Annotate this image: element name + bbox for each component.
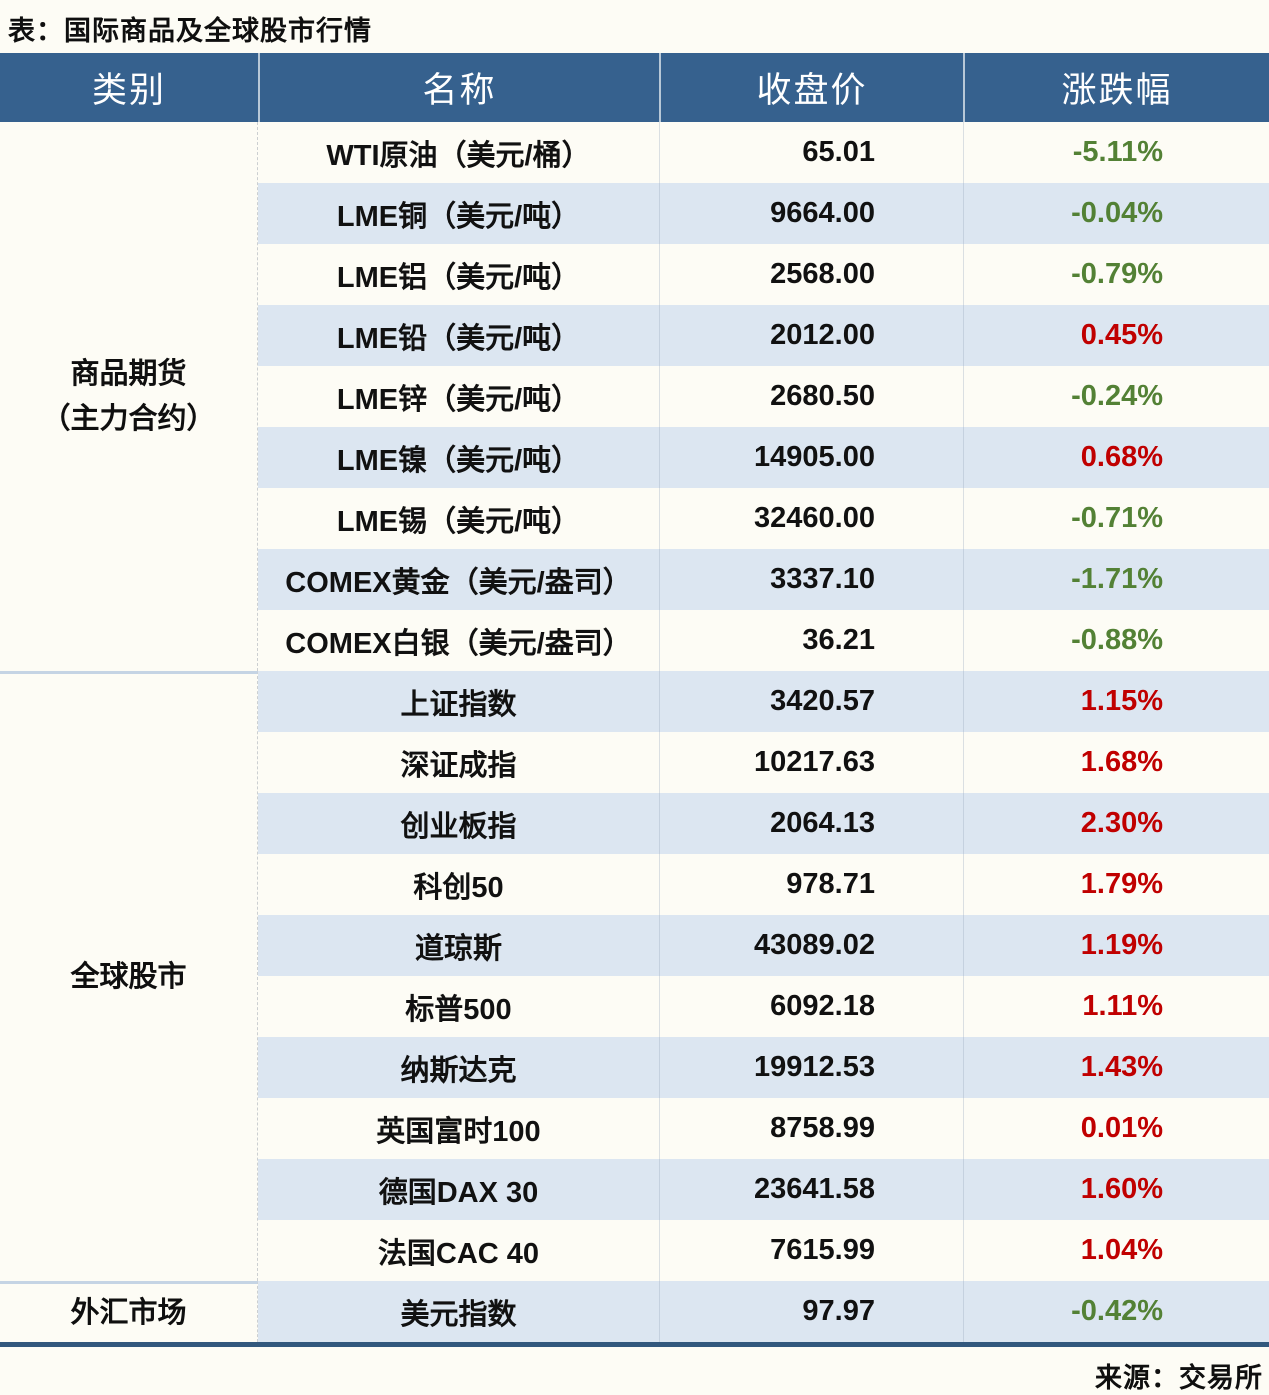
close-price-cell: 32460.00 <box>659 488 963 549</box>
close-price-cell: 3337.10 <box>659 549 963 610</box>
change-pct-cell: -1.71% <box>963 549 1269 610</box>
category-label: 商品期货 <box>70 357 187 390</box>
instrument-name-cell: 英国富时100 <box>376 1115 541 1148</box>
category-cell: 外汇市场 <box>0 1281 258 1342</box>
category-cell: 全球股市 <box>0 671 258 1281</box>
instrument-name-cell: 法国CAC 40 <box>377 1237 540 1270</box>
instrument-name-cell: LME锡（美元/吨） <box>336 505 581 538</box>
change-pct-cell: 0.45% <box>963 305 1269 366</box>
category-label: 全球股市 <box>70 961 187 994</box>
instrument-name-cell: LME镍（美元/吨） <box>258 427 659 488</box>
instrument-name-cell: 标普500 <box>405 993 512 1026</box>
instrument-name-cell: COMEX白银（美元/盎司） <box>285 627 632 660</box>
change-pct-cell: 0.01% <box>963 1098 1269 1159</box>
change-pct-cell: -0.24% <box>963 366 1269 427</box>
close-price-cell: 10217.63 <box>659 732 963 793</box>
instrument-name-cell: 德国DAX 30 <box>258 1159 659 1220</box>
change-pct-cell: -5.11% <box>963 122 1269 183</box>
close-price-cell: 19912.53 <box>659 1037 963 1098</box>
close-price-cell: 9664.00 <box>659 183 963 244</box>
close-price-cell: 2012.00 <box>659 305 963 366</box>
change-pct-cell: 0.68% <box>963 427 1269 488</box>
column-header-category: 类别 <box>91 71 166 110</box>
close-price-cell: 8758.99 <box>659 1098 963 1159</box>
change-pct-cell: -0.04% <box>963 183 1269 244</box>
category-cell: 商品期货 （主力合约） <box>0 122 258 671</box>
column-header-name: 名称 <box>258 53 659 122</box>
instrument-name-cell: 纳斯达克 <box>258 1037 659 1098</box>
instrument-name-cell: 道琼斯 <box>258 915 659 976</box>
instrument-name-cell: 上证指数 <box>258 671 659 732</box>
change-pct-cell: 1.43% <box>963 1037 1269 1098</box>
source-note: 来源：交易所 <box>1095 1363 1263 1393</box>
table-bottom-border <box>0 1342 1269 1347</box>
change-pct-cell: -0.88% <box>963 610 1269 671</box>
instrument-name-cell: 创业板指 <box>258 793 659 854</box>
column-header-close-price: 收盘价 <box>659 53 963 122</box>
instrument-name-cell: COMEX黄金（美元/盎司） <box>258 549 659 610</box>
close-price-cell: 43089.02 <box>659 915 963 976</box>
change-pct-cell: 2.30% <box>963 793 1269 854</box>
change-pct-cell: 1.19% <box>963 915 1269 976</box>
instrument-name-cell: 深证成指 <box>400 749 517 782</box>
change-pct-cell: -0.79% <box>963 244 1269 305</box>
close-price-cell: 14905.00 <box>659 427 963 488</box>
change-pct-cell: 1.60% <box>963 1159 1269 1220</box>
close-price-cell: 978.71 <box>659 854 963 915</box>
page-title: 表：国际商品及全球股市行情 <box>8 16 372 46</box>
close-price-cell: 36.21 <box>659 610 963 671</box>
close-price-cell: 2064.13 <box>659 793 963 854</box>
category-label: 外汇市场 <box>70 1296 187 1329</box>
change-pct-cell: 1.04% <box>963 1220 1269 1281</box>
category-label-line2: （主力合约） <box>41 402 216 435</box>
close-price-cell: 3420.57 <box>659 671 963 732</box>
instrument-name-cell: LME铅（美元/吨） <box>258 305 659 366</box>
close-price-cell: 2568.00 <box>659 244 963 305</box>
table-header-row: 类别 名称 收盘价 涨跌幅 <box>0 53 1269 122</box>
change-pct-cell: 1.68% <box>963 732 1269 793</box>
close-price-cell: 6092.18 <box>659 976 963 1037</box>
close-price-cell: 23641.58 <box>659 1159 963 1220</box>
change-pct-cell: -0.71% <box>963 488 1269 549</box>
instrument-name-cell: LME锌（美元/吨） <box>336 383 581 416</box>
change-pct-cell: 1.15% <box>963 671 1269 732</box>
change-pct-cell: 1.11% <box>963 976 1269 1037</box>
instrument-name-cell: WTI原油（美元/桶） <box>326 139 591 172</box>
column-header-change-pct: 涨跌幅 <box>963 53 1269 122</box>
instrument-name-cell: 科创50 <box>413 871 504 904</box>
close-price-cell: 7615.99 <box>659 1220 963 1281</box>
change-pct-cell: -0.42% <box>963 1281 1269 1342</box>
change-pct-cell: 1.79% <box>963 854 1269 915</box>
market-table: 类别 名称 收盘价 涨跌幅 商品期货 （主力合约） WTI原油（美元/桶） 65.01… <box>0 53 1269 1347</box>
instrument-name-cell: LME铜（美元/吨） <box>258 183 659 244</box>
instrument-name-cell: LME铝（美元/吨） <box>336 261 581 294</box>
close-price-cell: 2680.50 <box>659 366 963 427</box>
close-price-cell: 65.01 <box>659 122 963 183</box>
instrument-name-cell: 美元指数 <box>258 1281 659 1342</box>
table-body: 商品期货 （主力合约） WTI原油（美元/桶） 65.01 -5.11% LME铜（美元/… <box>0 122 1269 1342</box>
close-price-cell: 97.97 <box>659 1281 963 1342</box>
